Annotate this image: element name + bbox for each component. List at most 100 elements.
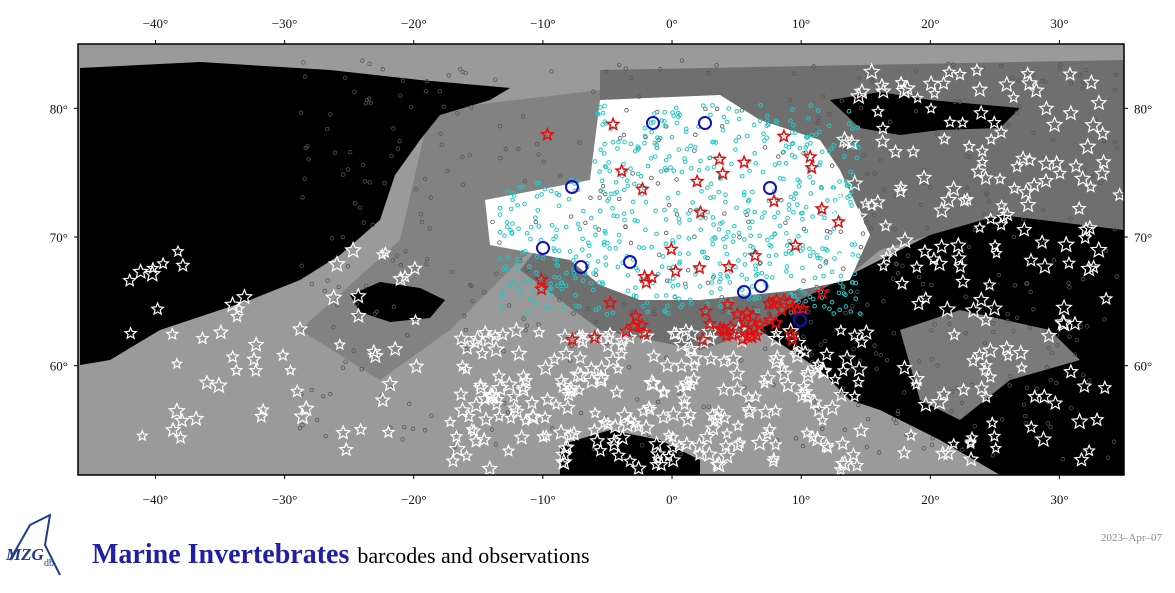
cyan-dot [814,253,820,258]
grey-dot [842,427,848,432]
grey-dot [1046,345,1051,351]
cyan-dot [856,253,861,259]
observation-star [536,359,555,376]
grey-dot [1048,424,1053,430]
cyan-dot [625,288,631,294]
cyan-dot [810,180,816,185]
grey-dot [533,219,538,225]
grey-dot [1067,285,1072,290]
cyan-dot [829,269,835,275]
cyan-dot [680,302,685,307]
cyan-dot [798,211,804,216]
observation-star [781,293,797,308]
grey-dot [400,437,405,442]
observation-star [515,380,530,394]
grey-dot [692,234,697,239]
grey-dot [1031,130,1036,136]
grey-dot [1067,334,1072,339]
observation-star [800,364,816,380]
grey-dot [929,328,934,333]
observation-star [614,332,630,348]
cyan-dot [845,195,850,200]
survey-area [485,95,870,300]
grey-dot [776,154,781,159]
cyan-dot [786,145,792,150]
cyan-dot [497,212,503,217]
grey-dot [323,433,328,439]
cyan-dot [684,146,690,152]
cyan-dot [516,226,521,232]
grey-dot [558,173,563,179]
cyan-dot [516,267,521,272]
grey-dot [321,394,326,399]
observation-star [760,427,775,441]
cyan-dot [590,287,596,293]
cyan-dot [841,291,847,296]
grey-dot [460,182,466,187]
cyan-dot [499,305,505,311]
observation-star [448,439,467,457]
cyan-dot [663,293,669,298]
observation-star [673,336,691,353]
cyan-dot [732,223,737,229]
cyan-dot [696,167,702,173]
grey-dot [1066,280,1071,286]
cyan-dot [727,280,733,285]
grey-dot [917,359,922,364]
observation-star [678,435,695,451]
cyan-dot [635,218,640,224]
observation-star [939,190,958,208]
observation-star [695,331,711,347]
grey-dot [403,249,408,254]
cyan-dot [807,294,813,300]
observation-star [918,290,933,305]
observation-star [878,218,893,232]
observation-star [996,209,1011,224]
cyan-dot [683,284,689,290]
cyan-dot [502,233,507,238]
grey-dot [1080,80,1086,85]
observation-star [768,349,787,366]
observation-star [289,383,305,398]
barcode-circle [698,116,712,130]
observation-star [728,364,746,382]
observation-star [947,437,961,450]
observation-star [766,193,782,208]
grey-dot [811,64,816,69]
cyan-dot [817,162,822,168]
cyan-dot [788,118,793,124]
observation-star [718,446,736,464]
grey-dot [894,420,899,426]
cyan-dot [793,191,799,196]
cyan-dot [783,251,789,257]
grey-dot [904,432,909,437]
grey-dot [1012,283,1018,288]
observation-star [501,443,516,457]
grey-dot [1006,122,1011,128]
observation-star [669,326,684,340]
observation-star [659,356,677,373]
observation-star [895,81,914,99]
observation-star [1052,165,1068,180]
observation-star [762,312,778,327]
cyan-dot [675,190,681,196]
cyan-dot [755,271,760,277]
cyan-dot [497,256,503,262]
grey-dot [463,327,469,333]
grey-dot [626,365,632,370]
cyan-dot [765,237,770,243]
grey-dot [1068,216,1073,221]
grey-dot [664,230,669,236]
observation-star [1047,394,1064,411]
cyan-dot [567,249,573,254]
cyan-dot [784,264,790,269]
cyan-dot [497,205,503,211]
cyan-dot [819,149,825,155]
cyan-dot [593,232,598,238]
y-tick-label: 80° [1134,101,1152,116]
observation-star [666,440,680,454]
cyan-dot [831,226,837,232]
observation-star [1086,259,1102,274]
grey-dot [930,436,935,441]
observation-star [1097,379,1113,395]
